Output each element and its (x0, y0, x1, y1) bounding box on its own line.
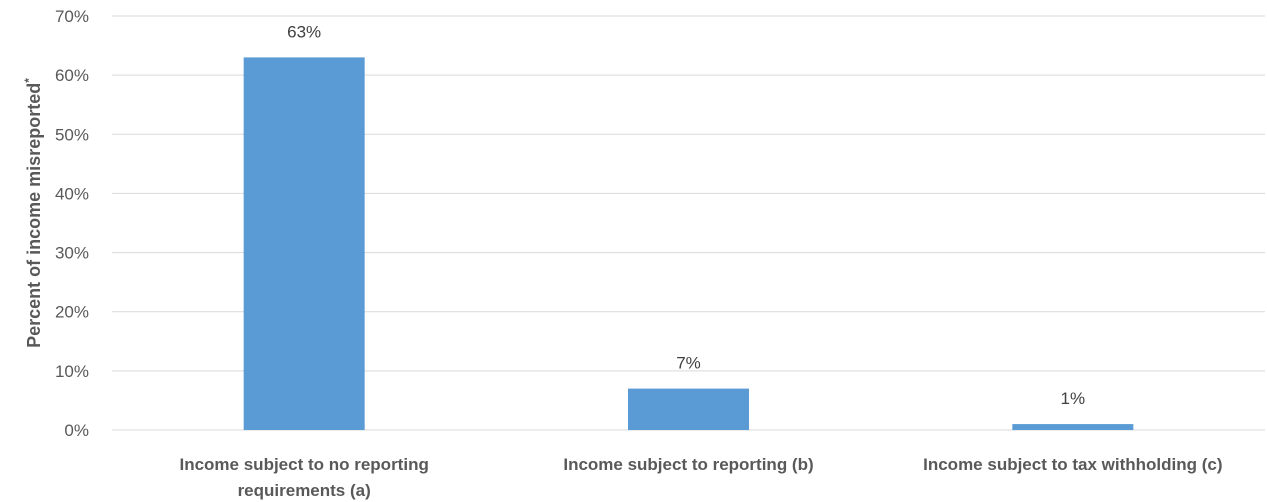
y-axis-title-superscript: * (22, 78, 36, 83)
y-tick-label: 70% (55, 7, 89, 26)
y-tick-label: 10% (55, 362, 89, 381)
bar (243, 57, 365, 431)
data-label: 7% (676, 354, 701, 373)
data-label: 63% (287, 22, 321, 41)
x-category-label-line: Income subject to reporting (b) (563, 455, 813, 474)
bar (628, 388, 749, 430)
data-label: 1% (1061, 389, 1086, 408)
y-tick-label: 60% (55, 66, 89, 85)
x-category-label-line: requirements (a) (238, 481, 371, 500)
bar (1012, 424, 1134, 430)
bars (243, 57, 1134, 431)
y-axis-title: Percent of income misreported* (22, 78, 44, 348)
y-tick-label: 40% (55, 184, 89, 203)
x-category-label-line: Income subject to tax withholding (c) (923, 455, 1222, 474)
x-axis-categories: Income subject to no reporting requiremen… (179, 455, 1222, 500)
y-tick-label: 0% (64, 421, 89, 440)
x-category-label: Income subject to reporting (b) (563, 455, 813, 474)
y-tick-label: 20% (55, 303, 89, 322)
y-tick-label: 30% (55, 244, 89, 263)
x-category-label: Income subject to tax withholding (c) (923, 455, 1222, 474)
y-axis-title-text: Percent of income misreported (24, 83, 44, 348)
x-category-label-line: Income subject to no reporting (179, 455, 428, 474)
y-axis-ticks: 0% 10% 20% 30% 40% 50% 60% 70% (55, 7, 89, 440)
y-tick-label: 50% (55, 125, 89, 144)
x-category-label: Income subject to no reporting requiremen… (179, 455, 428, 500)
data-labels: 63% 7% 1% (287, 22, 1085, 408)
